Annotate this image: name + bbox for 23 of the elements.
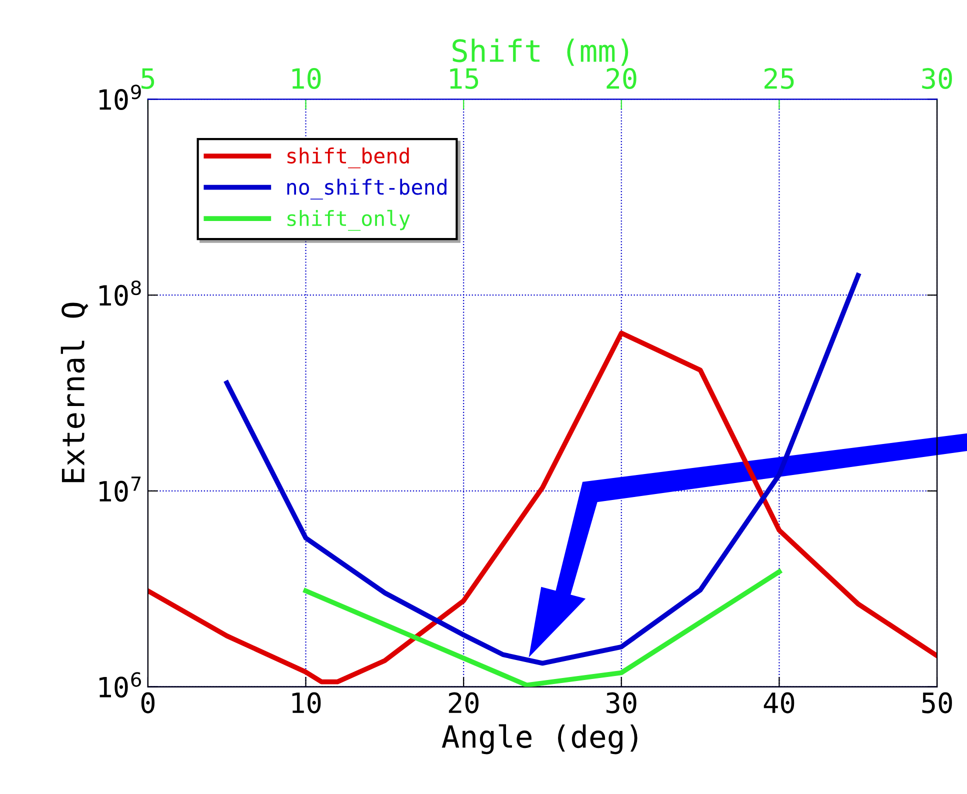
x-tick-label: 50 — [922, 692, 952, 714]
x2-tick-label: 15 — [450, 68, 478, 90]
x2-tick-label: 5 — [142, 68, 154, 90]
x2-tick-label: 20 — [606, 68, 636, 90]
x-tick-label: 20 — [448, 692, 478, 714]
x2-tick-label: 10 — [292, 68, 321, 90]
legend-label: shift_only — [287, 210, 410, 231]
x2-axis-title: Shift (mm) — [452, 38, 628, 66]
x-tick-label: 10 — [292, 692, 321, 714]
x-tick-label: 40 — [764, 692, 794, 714]
line-series — [148, 330, 938, 684]
legend-label: shift_bend — [287, 147, 409, 168]
x-tick-label: 30 — [606, 692, 636, 714]
y-tick-label: 10$^{6}$ — [99, 672, 142, 698]
y-axis-title: External Q — [60, 302, 88, 482]
y-tick-label: 10$^{8}$ — [99, 280, 141, 306]
y-tick-label: 10$^{7}$ — [99, 476, 141, 502]
x2-tick-label: 30 — [922, 68, 952, 90]
x2-tick-label: 25 — [764, 68, 794, 90]
legend-label: no_shift-bend — [287, 178, 446, 200]
y-tick-label: 10$^{9}$ — [99, 84, 141, 110]
x-axis-title: Angle (deg) — [442, 724, 638, 754]
x-tick-label: 0 — [141, 692, 155, 714]
